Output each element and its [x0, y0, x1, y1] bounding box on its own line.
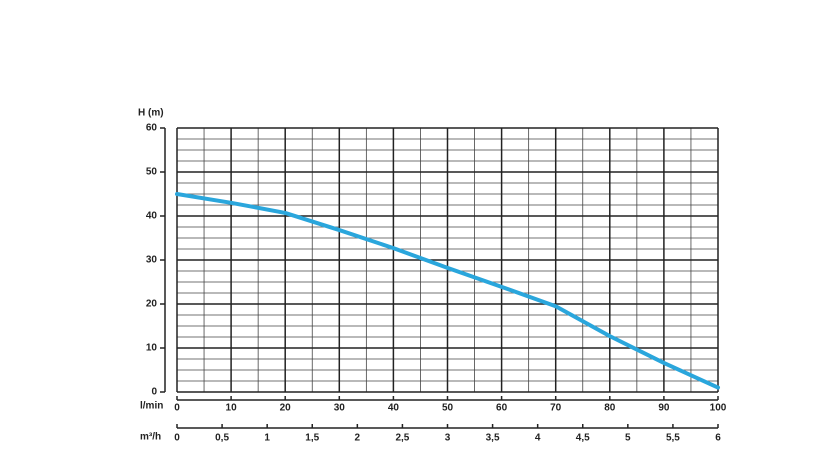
x2-axis-label: m³/h — [140, 432, 161, 443]
x-tick-label: 30 — [334, 403, 346, 414]
x-tick-label: 50 — [442, 403, 454, 414]
x-axis-label: l/min — [140, 401, 163, 412]
x-tick-label: 20 — [280, 403, 292, 414]
y-tick-label: 40 — [146, 211, 158, 222]
x2-tick-label: 1 — [264, 433, 270, 444]
x2-tick-label: 4,5 — [576, 433, 590, 444]
curve — [175, 192, 720, 390]
x-tick-label: 40 — [388, 403, 400, 414]
x2-tick-label: 4 — [535, 433, 541, 444]
y-tick-label: 0 — [151, 387, 157, 398]
x2-tick-label: 0 — [174, 433, 180, 444]
x2-tick-label: 3 — [445, 433, 451, 444]
x-tick-label: 90 — [658, 403, 670, 414]
x2-tick-label: 0,5 — [215, 433, 229, 444]
y-tick-label: 60 — [146, 123, 158, 134]
x2-tick-label: 2 — [355, 433, 361, 444]
x-tick-label: 70 — [550, 403, 562, 414]
x2-tick-label: 6 — [715, 433, 721, 444]
x-tick-label: 100 — [710, 403, 727, 414]
y-tick-label: 50 — [146, 167, 158, 178]
y-tick-label: 10 — [146, 343, 158, 354]
x-tick-label: 0 — [174, 403, 180, 414]
x2-tick-label: 5 — [625, 433, 631, 444]
x2-tick-label: 5,5 — [666, 433, 680, 444]
y-tick-label: 20 — [146, 299, 158, 310]
x-tick-label: 10 — [226, 403, 238, 414]
x2-tick-label: 3,5 — [486, 433, 500, 444]
y-tick-label: 30 — [146, 255, 158, 266]
x2-tick-label: 2,5 — [395, 433, 409, 444]
x2-tick-label: 1,5 — [305, 433, 319, 444]
x-tick-label: 80 — [604, 403, 616, 414]
x-tick-label: 60 — [496, 403, 508, 414]
y-axis-label: H (m) — [138, 108, 164, 119]
